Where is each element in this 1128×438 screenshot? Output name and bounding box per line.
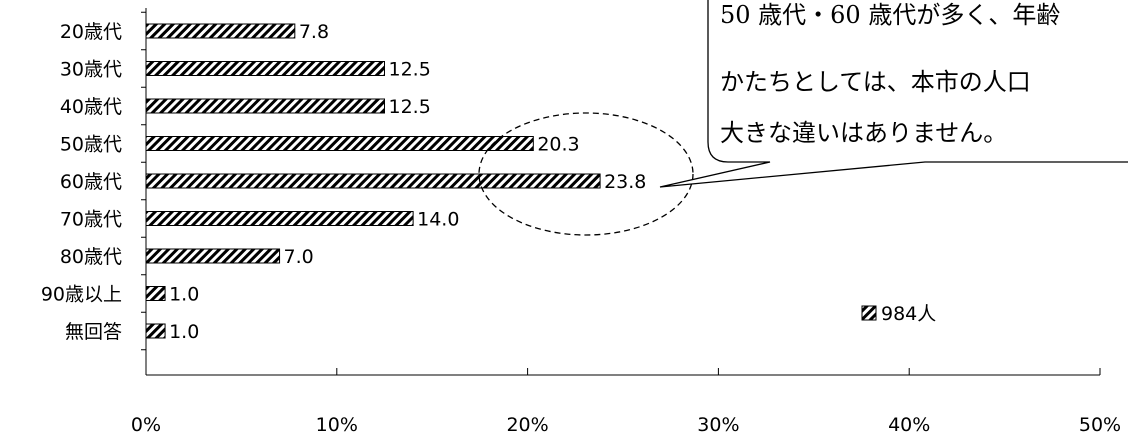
category-label: 50歳代 xyxy=(60,134,122,156)
value-label: 7.0 xyxy=(284,246,314,268)
bar-90歳以上 xyxy=(145,286,166,301)
value-labels: 7.8 12.5 12.5 20.3 23.8 14.0 7.0 1.0 1.0 xyxy=(169,21,646,343)
bar-30歳代 xyxy=(145,61,385,76)
bar-50歳代 xyxy=(145,136,534,151)
category-label: 20歳代 xyxy=(60,21,122,43)
bar-80歳代 xyxy=(145,248,281,264)
x-tick-label: 40% xyxy=(888,414,930,436)
callout-line-2: かたちとしては、本市の人口 xyxy=(720,68,1031,96)
category-label: 30歳代 xyxy=(60,59,122,81)
category-label: 90歳以上 xyxy=(41,284,122,306)
category-label: 40歳代 xyxy=(60,96,122,118)
bar-40歳代 xyxy=(145,98,385,114)
x-tick-label: 30% xyxy=(697,414,739,436)
x-tick-labels: 0% 10% 20% 30% 40% 50% xyxy=(131,414,1121,436)
value-label: 1.0 xyxy=(169,284,199,306)
legend: 984人 xyxy=(861,303,936,325)
value-label: 12.5 xyxy=(389,96,431,118)
value-label: 7.8 xyxy=(299,21,329,43)
value-label: 14.0 xyxy=(417,209,459,231)
x-ticks xyxy=(145,368,1101,375)
value-label: 20.3 xyxy=(537,134,579,156)
value-label: 1.0 xyxy=(169,321,199,343)
category-label: 60歳代 xyxy=(60,171,122,193)
x-tick-label: 20% xyxy=(506,414,548,436)
x-tick-label: 10% xyxy=(316,414,358,436)
legend-label: 984人 xyxy=(881,303,936,325)
bar-70歳代 xyxy=(145,211,414,226)
category-ticks xyxy=(141,11,146,351)
highlight-ellipse xyxy=(478,112,694,236)
callout-line-3: 大きな違いはありません。 xyxy=(720,119,1007,147)
callout-line-1: 50 歳代・60 歳代が多く、年齢 xyxy=(720,1,1060,29)
category-label: 80歳代 xyxy=(60,246,122,268)
x-tick-label: 50% xyxy=(1079,414,1121,436)
callout-text: 50 歳代・60 歳代が多く、年齢 かたちとしては、本市の人口 大きな違いはあり… xyxy=(720,1,1060,147)
value-label: 23.8 xyxy=(604,171,646,193)
category-label: 無回答 xyxy=(65,321,122,343)
value-label: 12.5 xyxy=(389,59,431,81)
bar-20歳代 xyxy=(145,23,296,39)
x-tick-label: 0% xyxy=(131,414,161,436)
callout-bubble xyxy=(659,0,1128,188)
legend-swatch xyxy=(861,305,877,321)
bars xyxy=(145,23,601,339)
bar-無回答 xyxy=(145,323,166,339)
category-label: 70歳代 xyxy=(60,209,122,231)
bar-60歳代 xyxy=(145,173,601,189)
